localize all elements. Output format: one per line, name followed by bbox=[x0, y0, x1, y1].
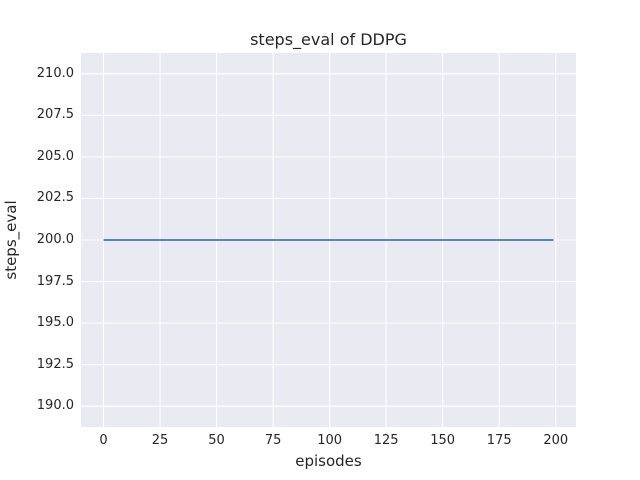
x-tick-label: 0 bbox=[99, 433, 108, 448]
chart-title: steps_eval of DDPG bbox=[250, 30, 407, 49]
y-tick-label: 202.5 bbox=[36, 190, 74, 206]
x-tick-label: 50 bbox=[208, 433, 225, 448]
y-tick-label: 195.0 bbox=[36, 315, 74, 331]
x-tick-label: 100 bbox=[317, 433, 343, 448]
x-tick-label: 25 bbox=[151, 433, 169, 448]
x-tick-label: 200 bbox=[543, 433, 569, 448]
x-axis-label: episodes bbox=[295, 452, 362, 470]
x-tick-label: 75 bbox=[264, 433, 282, 448]
y-tick-label: 200.0 bbox=[36, 232, 74, 247]
y-tick-label: 192.5 bbox=[36, 356, 74, 372]
x-tick-label: 175 bbox=[486, 433, 512, 448]
y-tick-label: 210.0 bbox=[36, 65, 74, 81]
y-tick-label: 207.5 bbox=[36, 107, 74, 123]
x-tick-label: 150 bbox=[430, 433, 456, 448]
y-tick-label: 197.5 bbox=[36, 273, 74, 289]
y-tick-label: 190.0 bbox=[36, 398, 74, 414]
x-tick-label: 125 bbox=[373, 433, 399, 448]
y-tick-label: 205.0 bbox=[36, 148, 74, 164]
